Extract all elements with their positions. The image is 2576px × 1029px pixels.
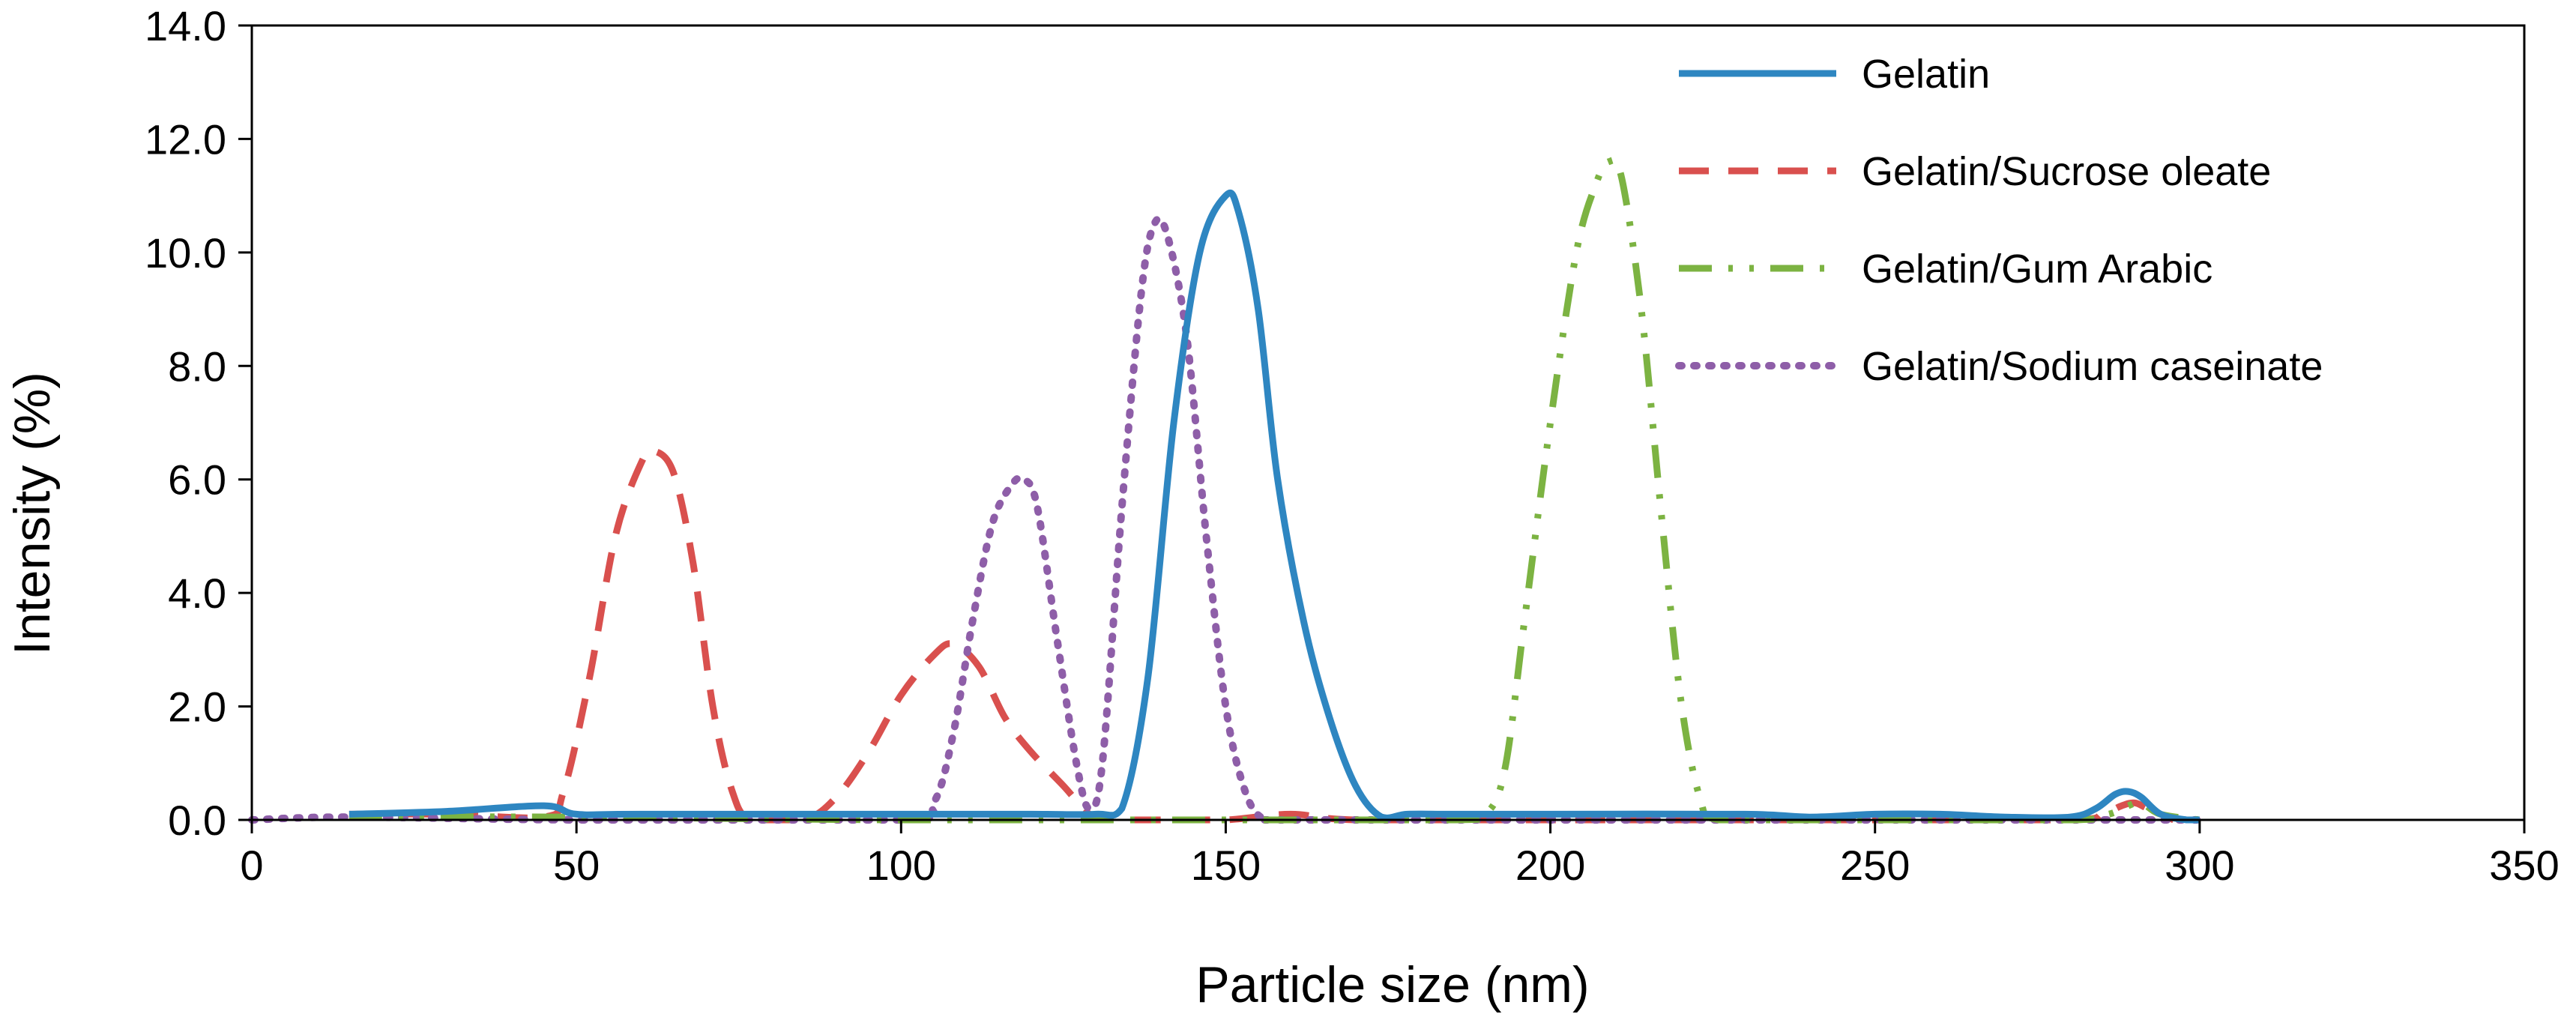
y-tick-label: 6.0 [168,456,226,504]
axis-layer: 0 50 100 150 200 250 300 350 0.0 2.0 4.0 6.0 8.0 10.0… [145,2,2560,889]
series-line-gelatin-sucrose-oleate [349,447,2175,824]
x-axis-title: Particle size (nm) [1195,956,1589,1013]
x-tick-label: 300 [2165,842,2234,889]
x-tick-label: 250 [1840,842,1910,889]
series-line-gelatin [349,189,2200,824]
series-line-gelatin-sodium-caseinate [248,214,2204,824]
legend-label-gelatin-sodium-caseinate: Gelatin/Sodium caseinate [1862,344,2323,389]
legend: Gelatin Gelatin/Sucrose oleate Gelatin/Gum… [1675,52,2323,389]
y-tick-label: 4.0 [168,570,226,617]
y-tick-label: 8.0 [168,343,226,390]
x-tick-label: 50 [553,842,600,889]
y-tick-label: 14.0 [145,2,226,49]
x-tick-label: 100 [866,842,936,889]
legend-label-gelatin: Gelatin [1862,52,1990,97]
plot-area-frame [250,24,2526,821]
y-tick-label: 12.0 [145,115,226,163]
y-tick-label: 2.0 [168,684,226,731]
y-tick-label: 0.0 [168,797,226,844]
x-tick-label: 350 [2489,842,2559,889]
y-axis-title: Intensity (%) [4,372,61,655]
x-tick-label: 200 [1515,842,1585,889]
x-tick-label: 150 [1191,842,1261,889]
legend-label-gelatin-gum-arabic: Gelatin/Gum Arabic [1862,247,2212,292]
x-tick-label: 0 [240,842,263,889]
legend-label-gelatin-sucrose-oleate: Gelatin/Sucrose oleate [1862,149,2271,194]
y-tick-label: 10.0 [145,229,226,277]
